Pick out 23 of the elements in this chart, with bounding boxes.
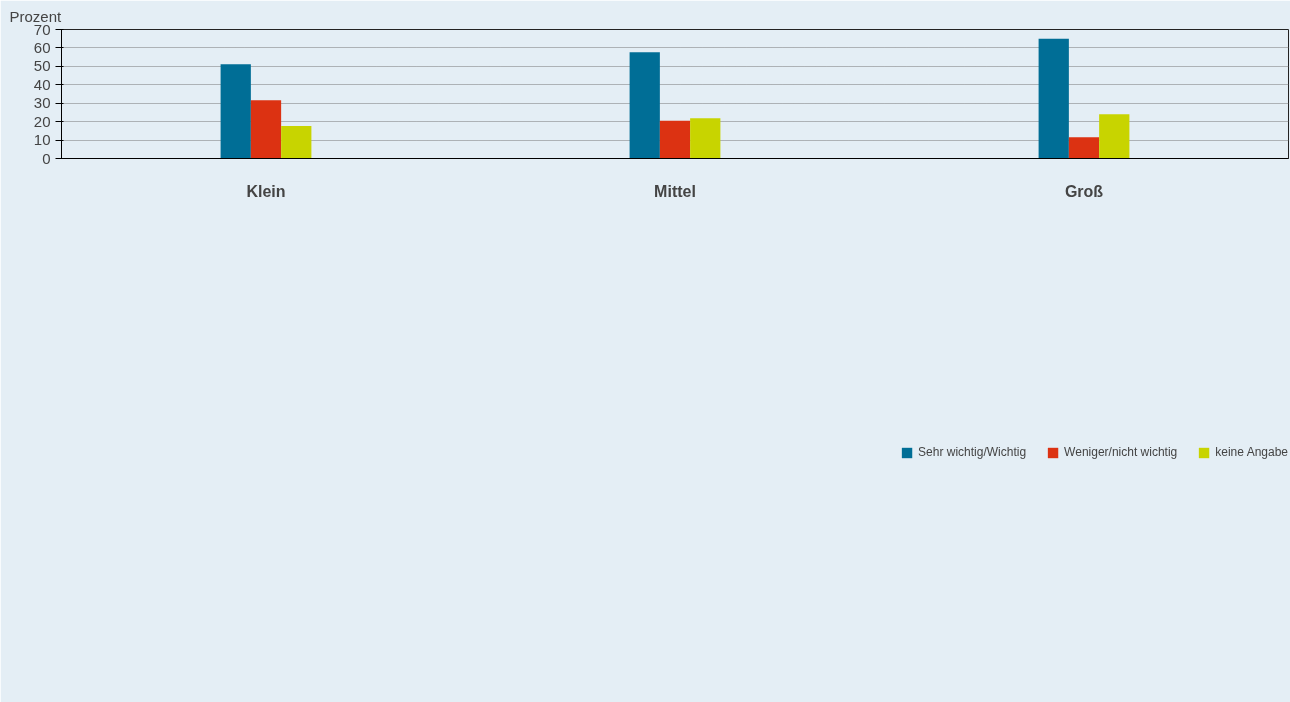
bar	[1038, 38, 1069, 159]
bar	[1099, 114, 1130, 159]
y-tick-label: 20	[33, 112, 51, 130]
bar	[629, 52, 660, 159]
x-tick-label: Klein	[246, 182, 286, 200]
y-axis-title: Prozent	[9, 7, 63, 25]
bar	[659, 120, 691, 159]
bar	[690, 118, 721, 159]
legend-label: keine Angabe	[1215, 445, 1288, 459]
y-tick-label: 40	[33, 75, 51, 93]
y-tick-label: 50	[33, 57, 51, 75]
x-tick-label: Groß	[1064, 182, 1104, 200]
y-tick-label: 60	[33, 38, 51, 56]
y-tick-label: 30	[33, 94, 51, 112]
x-tick-label: Mittel	[654, 182, 696, 200]
bar	[250, 100, 282, 159]
y-tick-label: 10	[33, 131, 51, 149]
legend-label: Sehr wichtig/Wichtig	[918, 445, 1027, 459]
bar	[1068, 137, 1100, 159]
y-tick-label: 0	[42, 149, 51, 167]
bar	[281, 125, 312, 159]
bar	[220, 64, 251, 159]
legend-label: Weniger/nicht wichtig	[1064, 445, 1178, 459]
